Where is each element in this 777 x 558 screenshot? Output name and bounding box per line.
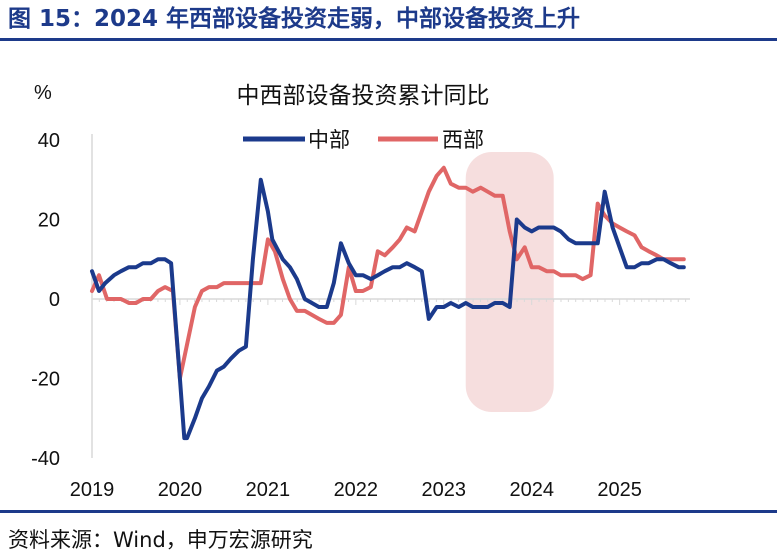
legend-label-series-0: 中部 [308,128,350,152]
series-line-1 [90,165,686,381]
y-tick-label: 0 [49,289,60,311]
y-tick-label: 40 [38,130,60,152]
grid-layer [91,134,690,458]
highlight-layer [465,152,554,412]
x-tick-label: 2021 [246,479,291,501]
chart-title: 中西部设备投资累计同比 [237,83,490,109]
x-tick-label: 2020 [158,479,203,501]
x-tick-label: 2022 [334,479,379,501]
y-tick-label: -40 [31,448,60,470]
series-line-0 [90,177,686,441]
y-tick-label: -20 [31,369,60,391]
source-rule [0,510,777,513]
title-rule [0,38,777,41]
source-note: 资料来源：Wind，申万宏源研究 [8,528,313,552]
labels-layer: 40 20 0 -20 -40 2019 2020 2021 2022 2023 2024 2025 [31,130,642,501]
x-tick-label: 2019 [70,479,115,501]
y-tick-label: 20 [38,210,60,232]
y-axis-unit-label: % [34,82,52,104]
x-tick-label: 2023 [422,479,467,501]
legend: 中部 西部 [243,128,484,152]
x-tick-label: 2024 [509,479,554,501]
highlight-band [465,152,554,412]
series-layer [90,165,686,441]
legend-label-series-1: 西部 [442,128,484,152]
figure-title: 图 15：2024 年西部设备投资走弱，中部设备投资上升 [8,6,581,32]
x-tick-label: 2025 [597,479,642,501]
